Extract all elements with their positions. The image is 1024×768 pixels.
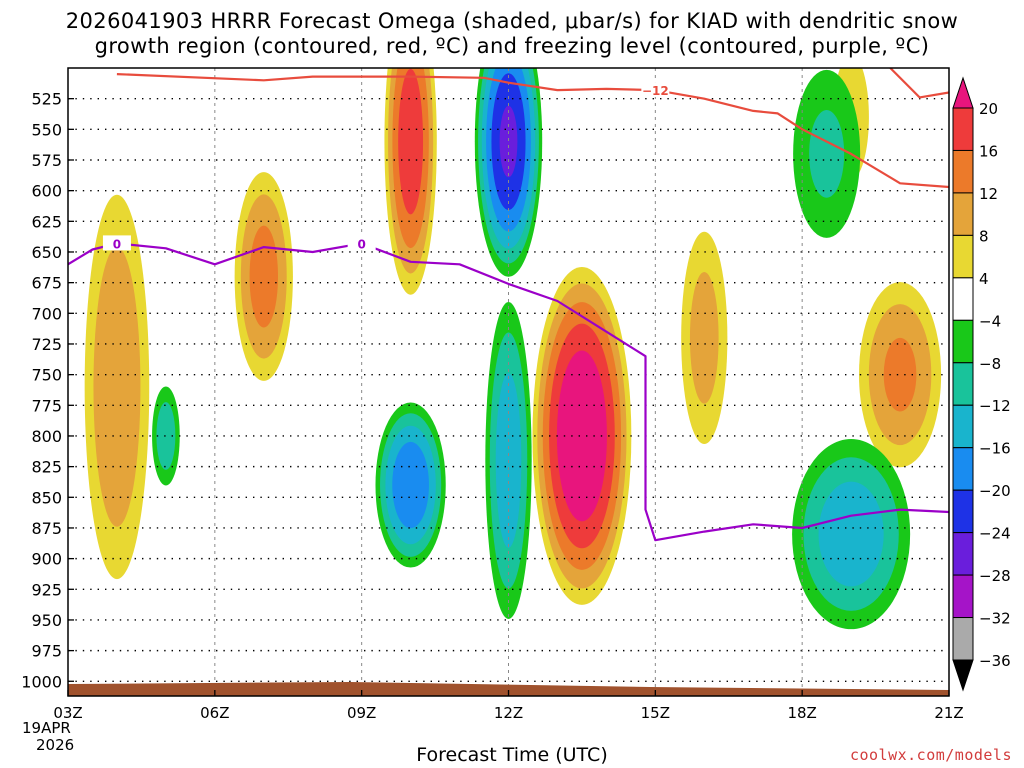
y-tick-label-675: 675 (31, 274, 62, 293)
colorbar-label-13: −36 (979, 652, 1011, 670)
omega-cell-sink-1900z (792, 439, 911, 630)
omega-cell-lift-1600z (681, 231, 728, 444)
colorbar-band-7 (952, 362, 974, 406)
colorbar-bottom-arrow (952, 659, 974, 692)
colorbar-label-5: −4 (979, 312, 1001, 330)
y-tick-label-1000: 1000 (21, 672, 62, 691)
colorbar: 20 16 12 8 4 −4 −8 −12 −16 −20 −24 −28 −32 −36 (952, 76, 1011, 692)
omega-band-lift-1600z-8 (689, 272, 719, 404)
omega-band-sink-1900z-12 (818, 481, 884, 587)
omega-cell-sink-1800z-top (793, 69, 861, 238)
y-tick-label-700: 700 (31, 304, 62, 323)
y-tick-label-875: 875 (31, 519, 62, 538)
omega-cell-sink-0500z (152, 386, 180, 486)
credit-link[interactable]: coolwx.com/models (849, 746, 1012, 764)
y-tick-label-750: 750 (31, 366, 62, 385)
omega-band-sink-1800z-top-8 (809, 109, 845, 198)
colorbar-band-8 (952, 404, 974, 449)
axes: 525 550 575 600 625 650 675 700 725 750 775 800 825 8… (21, 67, 964, 722)
y-tick-label-825: 825 (31, 458, 62, 477)
colorbar-label-3: 8 (979, 227, 989, 245)
colorbar-band-11 (952, 532, 974, 576)
snow-growth-contour-line (116, 73, 949, 189)
y-tick-label-575: 575 (31, 151, 62, 170)
freezing-level-label-1-bg (102, 235, 131, 251)
colorbar-label-0: 20 (979, 100, 998, 118)
x-tick-label-15Z: 15Z (641, 704, 670, 722)
omega-band-lift-0700z-12 (249, 225, 279, 328)
y-tick-label-625: 625 (31, 212, 62, 231)
colorbar-label-7: −12 (979, 397, 1011, 415)
y-tick-label-975: 975 (31, 642, 62, 661)
ground-terrain (68, 682, 949, 696)
omega-band-lift-1000z-upper-16 (398, 68, 424, 215)
omega-cell-lift-2000z (858, 282, 942, 468)
y-tick-label-900: 900 (31, 550, 62, 569)
y-tick-label-775: 775 (31, 396, 62, 415)
omega-band-lift-0400z-8 (93, 247, 141, 527)
omega-cell-sink-1000z (375, 402, 446, 568)
omega-cell-lift-max-1330z (532, 267, 632, 605)
omega-band-lift-2000z-12 (883, 337, 917, 412)
omega-shading (84, 68, 942, 630)
freezing-level-label-1: 0 (113, 237, 121, 251)
colorbar-label-9: −20 (979, 482, 1011, 500)
y-tick-label-650: 650 (31, 243, 62, 262)
colorbar-label-11: −28 (979, 567, 1011, 585)
x-tick-label-09Z: 09Z (347, 704, 376, 722)
ground-layer (68, 682, 949, 696)
omega-band-sink-1000z-16 (392, 441, 429, 529)
omega-cell-lift-1000z-upper (384, 68, 437, 295)
colorbar-band-3 (952, 192, 974, 236)
colorbar-band-13 (952, 617, 974, 661)
colorbar-band-9 (952, 447, 974, 491)
colorbar-band-5 (952, 277, 974, 321)
y-tick-label-850: 850 (31, 488, 62, 507)
colorbar-band-2 (952, 149, 974, 194)
x-axis-date-month: 19APR (22, 719, 71, 737)
x-tick-label-12Z: 12Z (494, 704, 523, 722)
snow-growth-contour-label: −12 (642, 84, 669, 98)
colorbar-label-10: −24 (979, 525, 1011, 543)
omega-band-sink-0500z-8 (156, 402, 176, 470)
colorbar-label-2: 12 (979, 185, 998, 203)
omega-cell-lift-0400z (84, 194, 150, 580)
omega-band-lift-max-1330z-20 (556, 350, 607, 522)
snow-growth-contour-line-upper (889, 68, 949, 99)
y-tick-label-525: 525 (31, 90, 62, 109)
colorbar-label-6: −8 (979, 355, 1001, 373)
snow-growth-contour-label-bg (641, 82, 670, 98)
colorbar-band-10 (952, 489, 974, 534)
freezing-level-label-2: 0 (357, 237, 365, 251)
colorbar-band-6 (952, 319, 974, 364)
colorbar-band-1 (952, 107, 974, 151)
colorbar-label-1: 16 (979, 142, 998, 160)
x-tick-label-06Z: 06Z (200, 704, 229, 722)
colorbar-top-arrow (952, 76, 974, 109)
contour-lines: −12 0 0 (68, 68, 949, 542)
freezing-level-contour-line (68, 242, 949, 542)
colorbar-band-12 (952, 574, 974, 619)
y-tick-label-550: 550 (31, 120, 62, 139)
colorbar-label-12: −32 (979, 610, 1011, 628)
chart-title-line-2: growth region (contoured, red, ºC) and f… (94, 34, 930, 58)
omega-cell-sink-1200z-upper (474, 68, 543, 277)
y-tick-label-925: 925 (31, 580, 62, 599)
colorbar-label-8: −16 (979, 440, 1011, 458)
x-axis-date-year: 2026 (36, 736, 75, 754)
y-tick-label-725: 725 (31, 335, 62, 354)
y-tick-label-800: 800 (31, 427, 62, 446)
x-axis-title: Forecast Time (UTC) (416, 744, 608, 766)
freezing-level-label-2-bg (347, 235, 376, 251)
x-tick-label-21Z: 21Z (934, 704, 963, 722)
y-tick-label-950: 950 (31, 611, 62, 630)
x-tick-label-18Z: 18Z (787, 704, 816, 722)
colorbar-label-4: 4 (979, 270, 989, 288)
y-tick-label-600: 600 (31, 182, 62, 201)
x-tick-label-03Z: 03Z (53, 704, 82, 722)
chart-title-line-1: 2026041903 HRRR Forecast Omega (shaded, … (65, 9, 959, 33)
omega-cell-lift-0700z (234, 172, 293, 381)
colorbar-band-4 (952, 234, 974, 279)
